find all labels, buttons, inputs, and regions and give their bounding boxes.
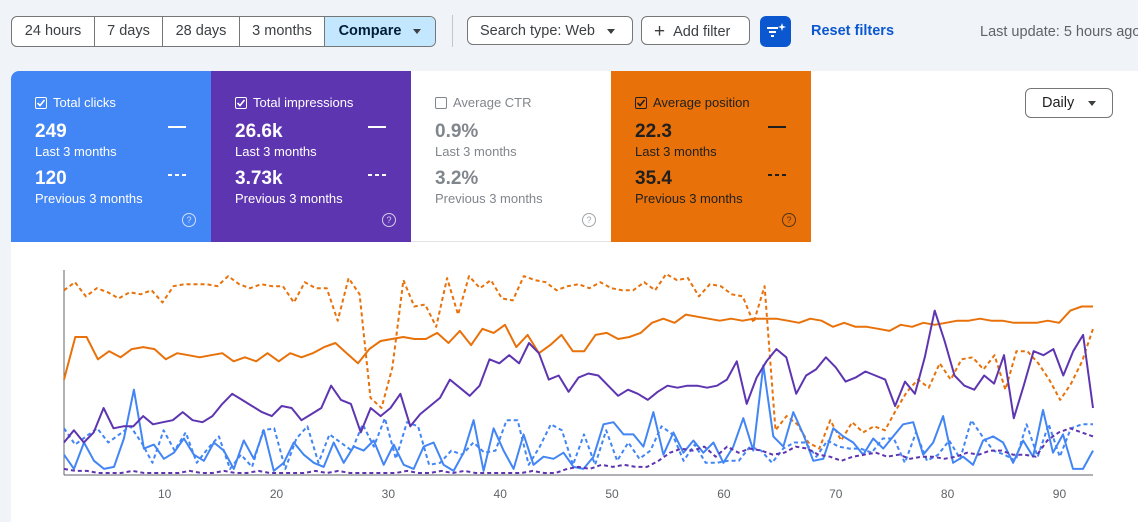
metric-current-value: 22.3 [635,121,672,142]
add-filter-label: Add filter [673,24,731,40]
last-update-text: Last update: 5 hours ago [980,24,1138,40]
date-range-selector: 24 hours 7 days 28 days 3 months Compare [11,16,436,47]
metric-previous-value: 3.2% [435,168,479,189]
compare-label: Compare [338,23,402,39]
range-7-days[interactable]: 7 days [95,17,163,46]
metric-current-value: 0.9% [435,121,479,142]
checkbox-unchecked-icon[interactable] [435,97,447,109]
metric-previous-value: 35.4 [635,168,672,189]
toolbar-divider [452,15,453,47]
help-icon[interactable]: ? [582,213,596,227]
add-filter-button[interactable]: + Add filter [641,16,750,45]
granularity-dropdown[interactable]: Daily [1025,88,1113,118]
x-tick-label: 20 [270,487,284,501]
filter-sparkle-button[interactable] [760,16,791,47]
metric-previous-period: Previous 3 months [435,191,543,206]
search-type-dropdown[interactable]: Search type: Web [467,16,633,45]
performance-panel: Total clicks 249 Last 3 months 120 Previ… [11,71,1138,522]
metric-card-average-position[interactable]: Average position 22.3 Last 3 months 35.4… [611,71,811,242]
range-28-days[interactable]: 28 days [163,17,240,46]
series-line-total-impressions-current [63,309,1094,444]
performance-line-chart: 10 20 30 40 50 60 70 80 90 [63,270,1094,501]
metric-previous-value: 120 [35,168,67,189]
range-24-hours[interactable]: 24 hours [12,17,95,46]
x-tick-label: 80 [941,487,955,501]
x-tick-label: 30 [382,487,396,501]
metric-previous-period: Previous 3 months [235,191,343,206]
metric-previous-period: Previous 3 months [635,191,743,206]
solid-line-legend-icon [768,126,786,128]
chevron-down-icon [413,28,422,34]
solid-line-legend-icon [368,126,386,128]
metric-current-period: Last 3 months [35,144,117,159]
metric-previous-period: Previous 3 months [35,191,143,206]
dashed-line-legend-icon [768,174,786,176]
metric-current-value: 26.6k [235,121,283,142]
checkbox-checked-icon[interactable] [635,97,647,109]
metric-current-value: 249 [35,121,67,142]
metric-current-period: Last 3 months [635,144,717,159]
plus-icon: + [654,21,666,42]
checkbox-checked-icon[interactable] [235,97,247,109]
help-icon[interactable]: ? [782,213,796,227]
x-tick-label: 90 [1053,487,1067,501]
metric-card-total-clicks[interactable]: Total clicks 249 Last 3 months 120 Previ… [11,71,211,242]
solid-line-legend-icon [168,126,186,128]
x-tick-label: 10 [158,487,172,501]
checkbox-checked-icon[interactable] [35,97,47,109]
metric-card-average-ctr[interactable]: Average CTR 0.9% Last 3 months 3.2% Prev… [411,71,611,242]
metric-current-period: Last 3 months [435,144,517,159]
reset-filters-link[interactable]: Reset filters [811,23,895,39]
metric-card-total-impressions[interactable]: Total impressions 26.6k Last 3 months 3.… [211,71,411,242]
granularity-label: Daily [1042,95,1075,111]
help-icon[interactable]: ? [382,213,396,227]
metric-label: Total impressions [253,95,354,110]
x-tick-label: 50 [605,487,619,501]
dashed-line-legend-icon [168,174,186,176]
chevron-down-icon [607,28,615,34]
metric-label: Total clicks [53,95,116,110]
range-compare[interactable]: Compare [325,17,435,46]
metric-previous-value: 3.73k [235,168,283,189]
toolbar: 24 hours 7 days 28 days 3 months Compare… [0,0,1138,64]
range-3-months[interactable]: 3 months [240,17,325,46]
x-tick-label: 70 [829,487,843,501]
filter-sparkle-icon [767,23,786,37]
series-line-average-position-current [63,305,1093,380]
x-tick-label: 60 [717,487,731,501]
x-tick-label: 40 [494,487,508,501]
metric-label: Average position [653,95,750,110]
chevron-down-icon [1088,100,1097,106]
metric-label: Average CTR [453,95,532,110]
search-type-label: Search type: Web [480,23,595,39]
series-line-total-clicks-previous [63,417,1093,470]
metric-current-period: Last 3 months [235,144,317,159]
dashed-line-legend-icon [368,174,386,176]
series-line-total-impressions-previous [63,427,1094,474]
help-icon[interactable]: ? [182,213,196,227]
series-line-average-position-previous [63,273,1094,450]
